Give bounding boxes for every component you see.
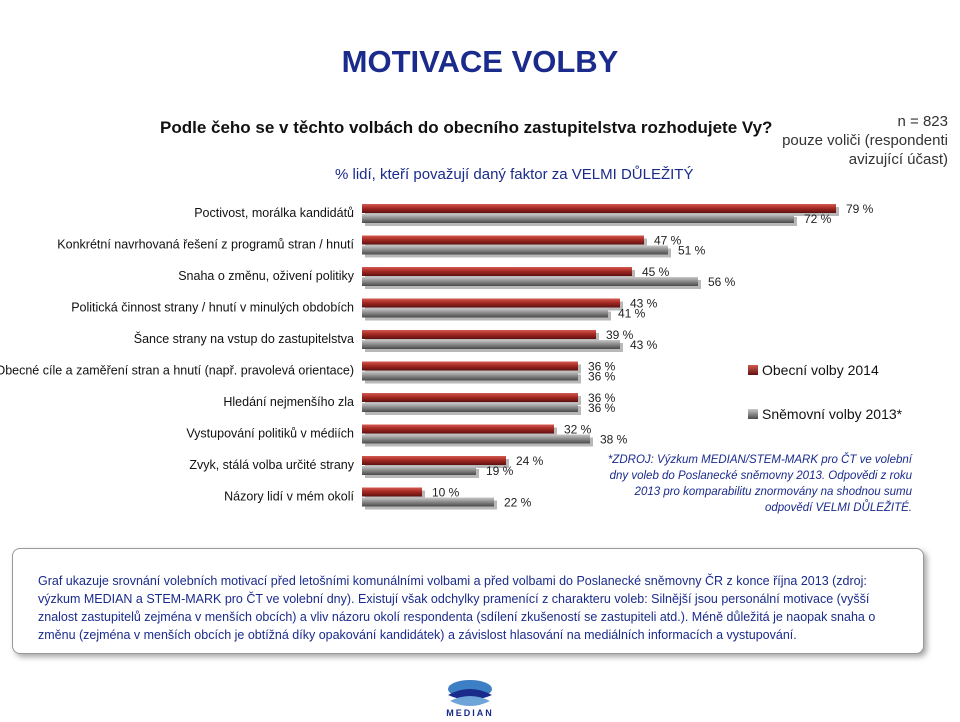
summary-text: Graf ukazuje srovnání volebních motivací… — [38, 574, 876, 642]
bar-2014 — [362, 267, 632, 276]
bar-chart: Poctivost, morálka kandidátů 79 % 72 % Konk… — [0, 202, 874, 510]
bar-2014 — [362, 424, 554, 434]
value-label-2013: 72 % — [804, 212, 832, 226]
bar-2013 — [362, 497, 494, 507]
chart-legend: Obecní volby 2014 Sněmovní volby 2013* — [748, 348, 902, 436]
legend-label-2013: Sněmovní volby 2013* — [762, 406, 903, 422]
value-label-2014: 36 % — [588, 360, 616, 374]
category-label: Obecné cíle a zaměření stran a hnutí (na… — [0, 364, 354, 378]
bar-2013 — [362, 277, 698, 286]
legend-item-2013: Sněmovní volby 2013* — [748, 392, 902, 436]
page-title: MOTIVACE VOLBY — [341, 44, 619, 79]
bar-2013 — [362, 340, 620, 349]
source-line1: *ZDROJ: Výzkum MEDIAN/STEM-MARK pro ČT v… — [607, 454, 912, 466]
legend-swatch-2014 — [748, 365, 758, 375]
value-label-2014: 43 % — [630, 297, 658, 311]
value-label-2013: 36 % — [588, 370, 616, 384]
summary-box: Graf ukazuje srovnání volebních motivací… — [12, 548, 924, 654]
category-label: Poctivost, morálka kandidátů — [194, 206, 354, 220]
category-label: Šance strany na vstup do zastupitelstva — [134, 331, 354, 346]
source-line2: dny voleb do Poslanecké sněmovny 2013. O… — [609, 470, 912, 482]
category-label: Politická činnost strany / hnutí v minul… — [71, 301, 354, 315]
category-label: Názory lidí v mém okolí — [224, 490, 354, 504]
category-label: Konkrétní navrhovaná řešení z programů s… — [57, 238, 354, 252]
bar-2013 — [362, 466, 476, 475]
chart-subtitle: % lidí, kteří považují daný faktor za VE… — [335, 166, 694, 183]
bar-2013 — [362, 371, 578, 381]
bar-2014 — [362, 487, 422, 497]
value-label-2013: 51 % — [678, 244, 706, 258]
bar-2014 — [362, 393, 578, 402]
value-label-2014: 45 % — [642, 265, 670, 279]
logo-text: MEDIAN — [446, 708, 494, 718]
value-label-2014: 32 % — [564, 423, 592, 437]
source-line3: 2013 pro komparabilitu znormovány na sho… — [634, 486, 912, 498]
bar-2014 — [362, 298, 620, 308]
bar-2013 — [362, 245, 668, 255]
value-label-2014: 79 % — [846, 202, 874, 216]
source-note: *ZDROJ: Výzkum MEDIAN/STEM-MARK pro ČT v… — [600, 452, 912, 516]
category-label: Snaha o změnu, oživení politiky — [178, 269, 355, 283]
legend-item-2014: Obecní volby 2014 — [748, 348, 902, 392]
source-line4: odpovědí VELMI DŮLEŽITÉ. — [764, 502, 912, 514]
sample-size: n = 823 — [897, 113, 948, 130]
value-label-2013: 22 % — [504, 496, 532, 510]
sample-note-line2: avizující účast) — [848, 151, 948, 168]
sample-note-line1: pouze voliči (respondenti — [782, 132, 948, 149]
category-label: Vystupování politiků v médiích — [186, 427, 354, 441]
value-label-2013: 36 % — [588, 401, 616, 415]
value-label-2013: 43 % — [630, 338, 658, 352]
value-label-2014: 39 % — [606, 328, 634, 342]
bar-2013 — [362, 214, 794, 223]
bar-2013 — [362, 308, 608, 318]
value-label-2013: 56 % — [708, 275, 736, 289]
value-label-2013: 41 % — [618, 307, 646, 321]
value-label-2013: 19 % — [486, 464, 514, 478]
category-label: Zvyk, stálá volba určité strany — [189, 458, 354, 472]
bar-2014 — [362, 361, 578, 371]
median-logo-icon — [448, 680, 492, 706]
bar-2014 — [362, 235, 644, 245]
bar-2013 — [362, 403, 578, 412]
bar-2014 — [362, 204, 836, 213]
value-label-2013: 38 % — [600, 433, 628, 447]
survey-question: Podle čeho se v těchto volbách do obecní… — [160, 118, 773, 137]
value-label-2014: 47 % — [654, 234, 682, 248]
value-label-2014: 10 % — [432, 486, 460, 500]
value-label-2014: 24 % — [516, 454, 544, 468]
bar-2014 — [362, 330, 596, 339]
bar-2013 — [362, 434, 590, 444]
legend-label-2014: Obecní volby 2014 — [762, 362, 879, 378]
legend-swatch-2013 — [748, 409, 758, 419]
bar-2014 — [362, 456, 506, 465]
value-label-2014: 36 % — [588, 391, 616, 405]
category-label: Hledání nejmenšího zla — [223, 395, 354, 409]
sample-info: n = 823 pouze voliči (respondenti avizuj… — [688, 112, 948, 169]
